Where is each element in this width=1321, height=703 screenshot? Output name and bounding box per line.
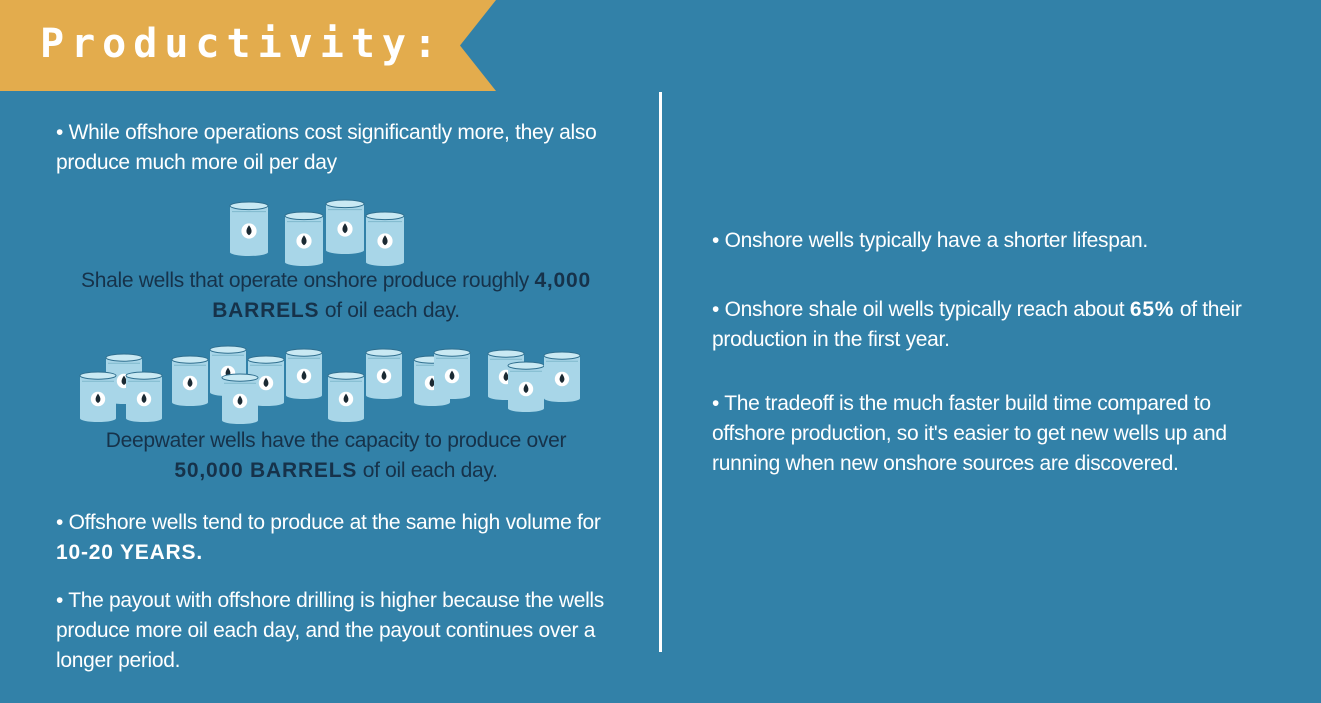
production-percent: 65%: [1129, 298, 1175, 321]
shale-caption: Shale wells that operate onshore produce…: [81, 269, 591, 322]
left-bullet-cost: • While offshore operations cost signifi…: [56, 121, 597, 174]
oil-barrel-icon: [365, 211, 405, 266]
right-bullet-lifespan: • Onshore wells typically have a shorter…: [712, 229, 1148, 252]
deepwater-caption: Deepwater wells have the capacity to pro…: [105, 429, 567, 482]
deepwater-barrels: [79, 345, 581, 424]
banner-shape: [0, 0, 496, 91]
shale-barrels-value: 4,000 BARRELS: [212, 269, 591, 322]
title-banner: Productivity:: [0, 0, 496, 91]
oil-barrel-icon: [221, 373, 259, 424]
oil-barrel-icon: [79, 371, 117, 422]
deepwater-barrels-value: 50,000 BARRELS: [174, 459, 358, 482]
left-bullet-payout: • The payout with offshore drilling is h…: [56, 589, 604, 672]
right-bullet-tradeoff: • The tradeoff is the much faster build …: [712, 392, 1227, 475]
oil-barrel-icon: [125, 371, 163, 422]
column-divider: [659, 92, 662, 652]
years-value: 10-20 YEARS.: [56, 541, 203, 564]
oil-barrel-icon: [507, 361, 545, 412]
oil-barrel-icon: [433, 348, 471, 399]
oil-barrel-icon: [543, 351, 581, 402]
oil-barrel-icon: [284, 211, 324, 266]
oil-barrel-icon: [229, 201, 269, 256]
right-bullet-production: • Onshore shale oil wells typically reac…: [712, 298, 1242, 351]
oil-barrel-icon: [325, 199, 365, 254]
left-bullet-years: • Offshore wells tend to produce at the …: [56, 511, 601, 564]
page-title: Productivity:: [40, 21, 445, 67]
oil-barrel-icon: [327, 371, 365, 422]
oil-barrel-icon: [171, 355, 209, 406]
shale-barrels: [229, 199, 405, 266]
oil-barrel-icon: [285, 348, 323, 399]
oil-barrel-icon: [365, 348, 403, 399]
